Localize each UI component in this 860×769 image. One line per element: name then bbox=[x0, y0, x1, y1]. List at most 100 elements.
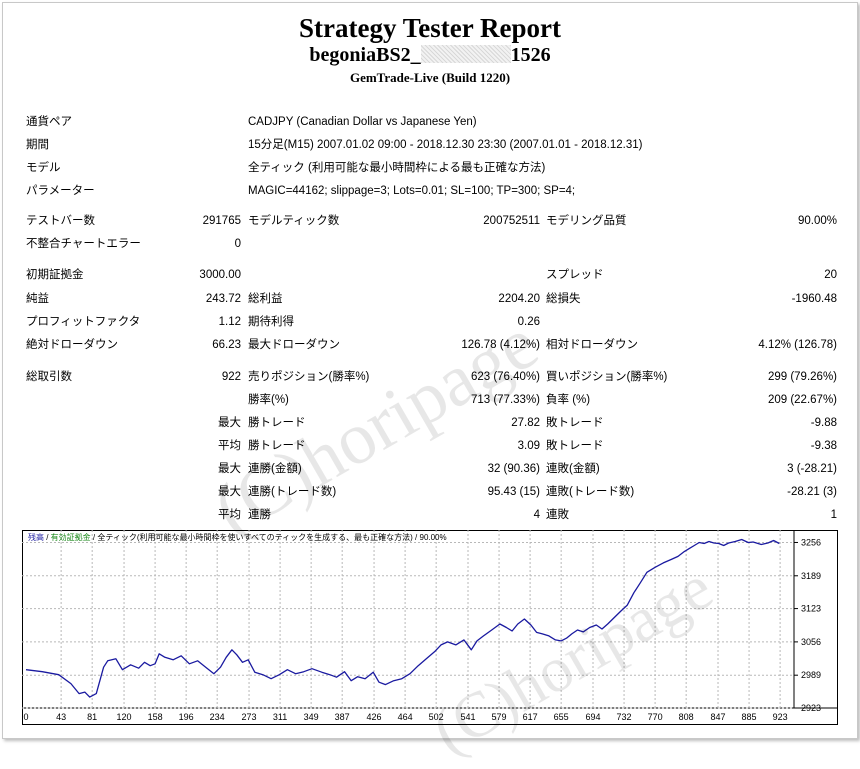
ticks-label: モデルティック数 bbox=[248, 215, 340, 227]
y-tick-label: 3189 bbox=[801, 571, 821, 581]
stats-row-drawdown: 絶対ドローダウン 66.23 最大ドローダウン 126.78 (4.12%) 相… bbox=[0, 336, 860, 354]
x-tick-label: 617 bbox=[523, 712, 538, 722]
redacted-block bbox=[420, 45, 511, 63]
deposit-value: 3000.00 bbox=[199, 269, 241, 281]
period-label: 期間 bbox=[26, 139, 49, 151]
x-tick-label: 923 bbox=[773, 712, 788, 722]
cons-profit-count-label: 連勝(トレード数) bbox=[248, 486, 337, 498]
gross-loss-value: -1960.48 bbox=[791, 293, 837, 305]
stats-row-errors: 不整合チャートエラー 0 bbox=[0, 235, 860, 253]
ea-name-prefix: begoniaBS2_ bbox=[309, 44, 421, 66]
avg-cons-wins-value: 4 bbox=[533, 509, 540, 521]
x-tick-label: 234 bbox=[210, 712, 225, 722]
x-tick-label: 732 bbox=[617, 712, 632, 722]
gross-profit-value: 2204.20 bbox=[498, 293, 540, 305]
ea-name-suffix: 1526 bbox=[510, 44, 551, 66]
x-tick-label: 770 bbox=[648, 712, 663, 722]
y-tick-label: 2989 bbox=[801, 670, 821, 680]
avg-cons-wins-label: 連勝 bbox=[248, 509, 271, 521]
x-tick-label: 847 bbox=[711, 712, 726, 722]
cons-losses-money-label: 連敗(金額) bbox=[546, 463, 600, 475]
stats-row-largest: 最大 勝トレード 27.82 敗トレード -9.88 bbox=[0, 414, 860, 432]
avg-profit-label: 勝トレード bbox=[248, 440, 306, 452]
stats-row-average: 平均 勝トレード 3.09 敗トレード -9.38 bbox=[0, 437, 860, 455]
max-word-cons-count: 最大 bbox=[218, 486, 241, 498]
gross-profit-label: 総利益 bbox=[248, 293, 283, 305]
x-tick-label: 541 bbox=[460, 712, 475, 722]
abs-drawdown-label: 絶対ドローダウン bbox=[26, 339, 118, 351]
x-tick-label: 120 bbox=[117, 712, 132, 722]
spread-value: 20 bbox=[824, 269, 837, 281]
x-tick-label: 694 bbox=[585, 712, 600, 722]
largest-loss-label: 敗トレード bbox=[546, 417, 604, 429]
avg-loss-value: -9.38 bbox=[810, 440, 837, 452]
largest-loss-value: -9.88 bbox=[810, 417, 837, 429]
short-positions-label: 売りポジション(勝率%) bbox=[248, 371, 370, 383]
net-label: 純益 bbox=[26, 293, 49, 305]
win-rate-value: 713 (77.33%) bbox=[470, 394, 540, 406]
largest-word: 最大 bbox=[218, 417, 241, 429]
parameters-value: MAGIC=44162; slippage=3; Lots=0.01; SL=1… bbox=[248, 185, 576, 197]
stats-row-trades: 総取引数 922 売りポジション(勝率%) 623 (76.40%) 買いポジシ… bbox=[0, 368, 860, 386]
stats-row-avg-cons: 平均 連勝 4 連敗 1 bbox=[0, 506, 860, 524]
stats-row-cons-count: 最大 連勝(トレード数) 95.43 (15) 連敗(トレード数) -28.21… bbox=[0, 483, 860, 501]
avg-cons-losses-value: 1 bbox=[830, 509, 837, 521]
spread-label: スプレッド bbox=[546, 269, 604, 281]
balance-chart: 残高 / 有効証拠金 / 全ティック(利用可能な最小時間枠を使いすべてのティック… bbox=[22, 530, 838, 725]
x-tick-label: 655 bbox=[554, 712, 569, 722]
settings-row-parameters: パラメーター MAGIC=44162; slippage=3; Lots=0.0… bbox=[0, 182, 860, 200]
errors-label: 不整合チャートエラー bbox=[26, 238, 141, 250]
legend-equity: 有効証拠金 bbox=[50, 533, 91, 542]
net-value: 243.72 bbox=[205, 293, 241, 305]
long-positions-value: 299 (79.26%) bbox=[767, 371, 837, 383]
x-tick-label: 311 bbox=[273, 712, 287, 722]
rel-drawdown-label: 相対ドローダウン bbox=[546, 339, 638, 351]
cons-wins-money-label: 連勝(金額) bbox=[248, 463, 302, 475]
avg-loss-label: 敗トレード bbox=[546, 440, 604, 452]
cons-loss-count-value: -28.21 (3) bbox=[787, 486, 837, 498]
chart-border bbox=[22, 530, 838, 725]
loss-rate-label: 負率 (%) bbox=[546, 394, 591, 406]
avg-profit-value: 3.09 bbox=[517, 440, 540, 452]
symbol-value: CADJPY (Canadian Dollar vs Japanese Yen) bbox=[248, 116, 477, 128]
period-value: 15分足(M15) 2007.01.02 09:00 - 2018.12.30 … bbox=[248, 139, 643, 151]
total-trades-value: 922 bbox=[221, 371, 241, 383]
settings-row-symbol: 通貨ペア CADJPY (Canadian Dollar vs Japanese… bbox=[0, 113, 860, 131]
report-title: Strategy Tester Report bbox=[299, 13, 561, 43]
x-tick-label: 387 bbox=[335, 712, 350, 722]
cons-loss-count-label: 連敗(トレード数) bbox=[546, 486, 635, 498]
x-tick-label: 579 bbox=[492, 712, 507, 722]
x-tick-label: 885 bbox=[742, 712, 757, 722]
average-word: 平均 bbox=[218, 440, 241, 452]
ea-name: begoniaBS2_ 1526 bbox=[0, 44, 860, 67]
short-positions-value: 623 (76.40%) bbox=[470, 371, 540, 383]
profit-factor-value: 1.12 bbox=[218, 316, 241, 328]
total-trades-label: 総取引数 bbox=[26, 371, 72, 383]
cons-losses-money-value: 3 (-28.21) bbox=[787, 463, 837, 475]
largest-profit-value: 27.82 bbox=[511, 417, 540, 429]
rel-drawdown-value: 4.12% (126.78) bbox=[758, 339, 837, 351]
x-tick-label: 0 bbox=[23, 712, 28, 722]
long-positions-label: 買いポジション(勝率%) bbox=[546, 371, 668, 383]
chart-svg: 0 43 81 120 158 196 234 273 311 349 387 426 464 502 54… bbox=[22, 530, 838, 725]
quality-label: モデリング品質 bbox=[546, 215, 627, 227]
x-tick-label: 808 bbox=[679, 712, 694, 722]
stats-row-cons-money: 最大 連勝(金額) 32 (90.36) 連敗(金額) 3 (-28.21) bbox=[0, 460, 860, 478]
x-tick-label: 81 bbox=[87, 712, 97, 722]
y-tick-label: 2923 bbox=[801, 703, 821, 713]
stats-row-winrate: 勝率(%) 713 (77.33%) 負率 (%) 209 (22.67%) bbox=[0, 391, 860, 409]
avg-cons-losses-label: 連敗 bbox=[546, 509, 569, 521]
x-tick-label: 464 bbox=[398, 712, 413, 722]
expected-payoff-label: 期待利得 bbox=[248, 316, 294, 328]
x-tick-label: 502 bbox=[429, 712, 444, 722]
cons-profit-count-value: 95.43 (15) bbox=[487, 486, 540, 498]
x-tick-label: 196 bbox=[179, 712, 194, 722]
bars-value: 291765 bbox=[202, 215, 241, 227]
ticks-value: 200752511 bbox=[483, 215, 540, 227]
stats-row-net: 純益 243.72 総利益 2204.20 総損失 -1960.48 bbox=[0, 290, 860, 308]
max-word-cons-money: 最大 bbox=[218, 463, 241, 475]
settings-row-period: 期間 15分足(M15) 2007.01.02 09:00 - 2018.12.… bbox=[0, 136, 860, 154]
chart-legend: 残高 / 有効証拠金 / 全ティック(利用可能な最小時間枠を使いすべてのティック… bbox=[28, 532, 447, 543]
model-label: モデル bbox=[26, 162, 61, 174]
errors-value: 0 bbox=[234, 238, 241, 250]
